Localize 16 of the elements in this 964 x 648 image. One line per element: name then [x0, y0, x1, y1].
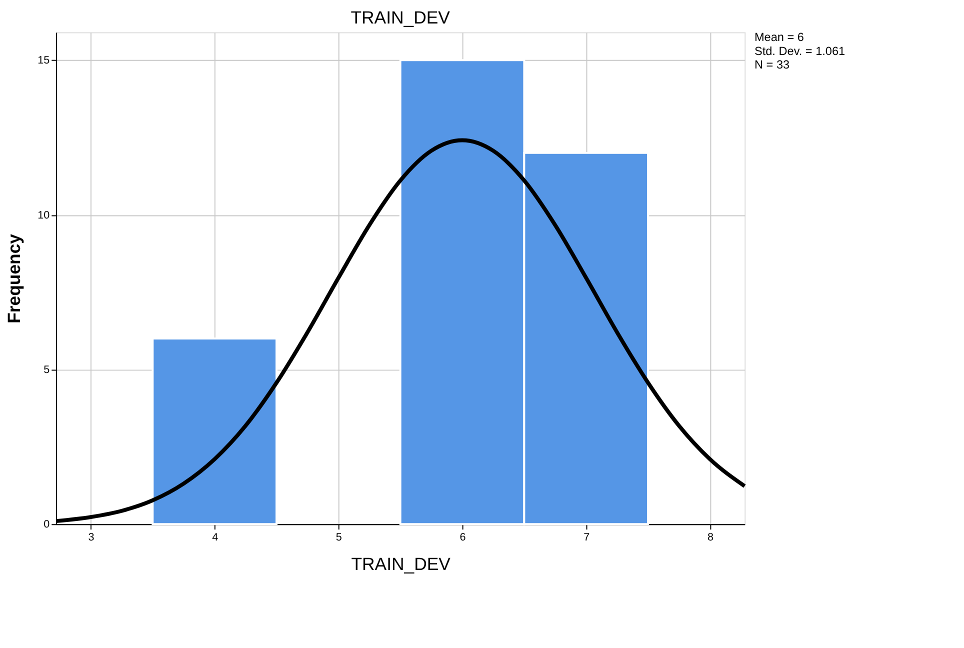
chart-title: TRAIN_DEV: [350, 7, 450, 28]
x-tick-label: 4: [212, 531, 218, 544]
x-tick-label: 5: [336, 531, 342, 544]
x-axis-title: TRAIN_DEV: [351, 554, 451, 574]
x-tick-label: 7: [584, 531, 590, 544]
text: N = 33: [754, 58, 790, 72]
x-tick-label: 3: [88, 531, 94, 544]
y-tick-label: 0: [44, 518, 50, 531]
y-tick-label: 15: [38, 54, 50, 67]
x-tick-label: 8: [707, 531, 714, 544]
text: Std. Dev. = 1.061: [754, 44, 846, 58]
x-tick-label: 6: [460, 531, 466, 544]
y-tick-label: 10: [38, 209, 50, 222]
y-tick-label: 5: [44, 364, 50, 376]
y-axis-title: Frequency: [4, 234, 24, 324]
text: Mean = 6: [754, 30, 804, 44]
